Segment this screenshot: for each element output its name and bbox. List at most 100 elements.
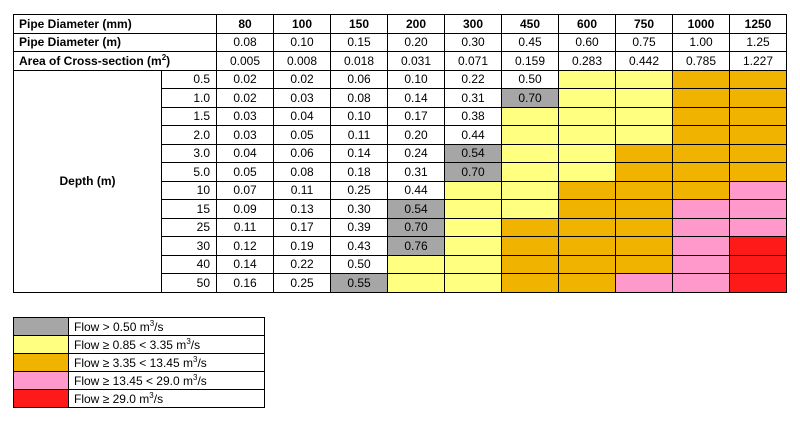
flow-value-cell: 0.04 — [216, 143, 275, 163]
flow-value-cell — [615, 69, 674, 89]
legend-label: Flow ≥ 29.0 m3/s — [68, 389, 265, 408]
flow-value-cell — [729, 125, 788, 145]
area-cell: 1.227 — [729, 51, 788, 71]
flow-value-cell — [615, 273, 674, 293]
legend-swatch — [13, 317, 69, 336]
flow-value-cell — [672, 162, 731, 182]
flow-value-cell: 0.03 — [216, 125, 275, 145]
flow-value-cell: 0.12 — [216, 236, 275, 256]
flow-value-cell: 0.70 — [387, 217, 446, 237]
area-cell: 0.785 — [672, 51, 731, 71]
flow-value-cell — [558, 180, 617, 200]
diameter-m-cell: 0.60 — [558, 32, 617, 52]
flow-value-cell — [501, 236, 560, 256]
depth-row: Depth (m) 0.5 0.02 0.02 0.06 0.10 0.22 0.50 — [13, 69, 788, 293]
diameter-mm-cell: 300 — [444, 14, 503, 34]
flow-value-cell: 0.24 — [387, 143, 446, 163]
flow-value-cell — [615, 88, 674, 108]
flow-value-cell — [672, 106, 731, 126]
area-cell: 0.008 — [273, 51, 332, 71]
flow-value-cell — [615, 125, 674, 145]
flow-value-cell — [387, 273, 446, 293]
pipe-flow-table: Pipe Diameter (mm) 80 100 150 200 300 450 600 7… — [12, 14, 788, 293]
flow-value-cell — [444, 180, 503, 200]
flow-value-cell — [444, 217, 503, 237]
legend-label-prefix: Flow ≥ 29.0 m — [74, 391, 150, 406]
flow-value-cell: 0.02 — [216, 88, 275, 108]
legend-row: Flow ≥ 13.45 < 29.0 m3/s — [13, 371, 265, 390]
flow-value-cell: 0.70 — [501, 88, 560, 108]
flow-value-cell — [672, 254, 731, 274]
depth-value: 25 — [160, 217, 218, 237]
flow-value-cell — [672, 273, 731, 293]
area-cell: 0.283 — [558, 51, 617, 71]
flow-value-cell: 0.17 — [273, 217, 332, 237]
flow-value-cell — [672, 217, 731, 237]
flow-value-cell — [444, 254, 503, 274]
flow-value-cell: 0.05 — [216, 162, 275, 182]
flow-value-cell — [558, 88, 617, 108]
depth-row: 25 0.11 0.17 0.39 0.70 — [14, 217, 788, 237]
depth-value: 1.0 — [160, 88, 218, 108]
flow-value-cell: 0.06 — [330, 69, 389, 89]
depth-value: 50 — [160, 273, 218, 293]
flow-value-cell: 0.25 — [330, 180, 389, 200]
depth-row: 15 0.09 0.13 0.30 0.54 — [14, 199, 788, 219]
legend-swatch — [13, 371, 69, 390]
flow-value-cell: 0.08 — [273, 162, 332, 182]
legend-swatch — [13, 389, 69, 408]
diameter-mm-cell: 80 — [216, 14, 275, 34]
flow-value-cell: 0.20 — [387, 125, 446, 145]
flow-value-cell: 0.10 — [387, 69, 446, 89]
legend-label: Flow ≥ 13.45 < 29.0 m3/s — [68, 371, 265, 390]
diameter-m-cell: 1.00 — [672, 32, 731, 52]
flow-value-cell: 0.13 — [273, 199, 332, 219]
depth-value: 2.0 — [160, 125, 218, 145]
flow-value-cell — [558, 143, 617, 163]
flow-value-cell — [615, 199, 674, 219]
header-diameter-m: Pipe Diameter (m) — [12, 32, 218, 52]
flow-value-cell — [558, 273, 617, 293]
depth-value: 10 — [160, 180, 218, 200]
flow-value-cell: 0.50 — [501, 69, 560, 89]
depth-row: 40 0.14 0.22 0.50 — [14, 254, 788, 274]
depth-value: 0.5 — [160, 69, 218, 89]
diameter-mm-cell: 450 — [501, 14, 560, 34]
legend-label-prefix: Flow ≥ 3.35 < 13.45 m — [74, 355, 193, 370]
flow-value-cell — [672, 143, 731, 163]
flow-value-cell: 0.17 — [387, 106, 446, 126]
flow-value-cell — [615, 162, 674, 182]
flow-value-cell: 0.05 — [273, 125, 332, 145]
flow-value-cell — [615, 180, 674, 200]
header-area-prefix: Area of Cross-section (m — [19, 53, 162, 68]
flow-value-cell — [501, 199, 560, 219]
legend-label-suffix: /s — [153, 391, 164, 406]
legend-label: Flow ≥ 3.35 < 13.45 m3/s — [68, 353, 265, 372]
flow-value-cell: 0.54 — [444, 143, 503, 163]
flow-value-cell: 0.30 — [330, 199, 389, 219]
diameter-m-cell: 0.20 — [387, 32, 446, 52]
legend-row: Flow > 0.50 m3/s — [13, 317, 265, 336]
diameter-m-cell: 0.08 — [216, 32, 275, 52]
flow-value-cell: 0.10 — [330, 106, 389, 126]
depth-row: 50 0.16 0.25 0.55 — [14, 273, 788, 293]
depth-value: 3.0 — [160, 143, 218, 163]
flow-value-cell: 0.22 — [444, 69, 503, 89]
flow-value-cell — [501, 217, 560, 237]
legend-label-sup: 3 — [149, 318, 155, 328]
flow-value-cell — [444, 199, 503, 219]
area-cell: 0.442 — [615, 51, 674, 71]
depth-row: 2.0 0.03 0.05 0.11 0.20 0.44 — [14, 125, 788, 145]
flow-value-cell — [672, 180, 731, 200]
flow-value-cell — [729, 254, 788, 274]
flow-value-cell: 0.11 — [273, 180, 332, 200]
flow-value-cell: 0.70 — [444, 162, 503, 182]
flow-value-cell: 0.54 — [387, 199, 446, 219]
flow-value-cell: 0.04 — [273, 106, 332, 126]
diameter-m-cell: 0.30 — [444, 32, 503, 52]
flow-value-cell — [672, 199, 731, 219]
depth-value: 15 — [160, 199, 218, 219]
legend-swatch — [13, 335, 69, 354]
flow-value-cell: 0.18 — [330, 162, 389, 182]
flow-value-cell: 0.11 — [330, 125, 389, 145]
